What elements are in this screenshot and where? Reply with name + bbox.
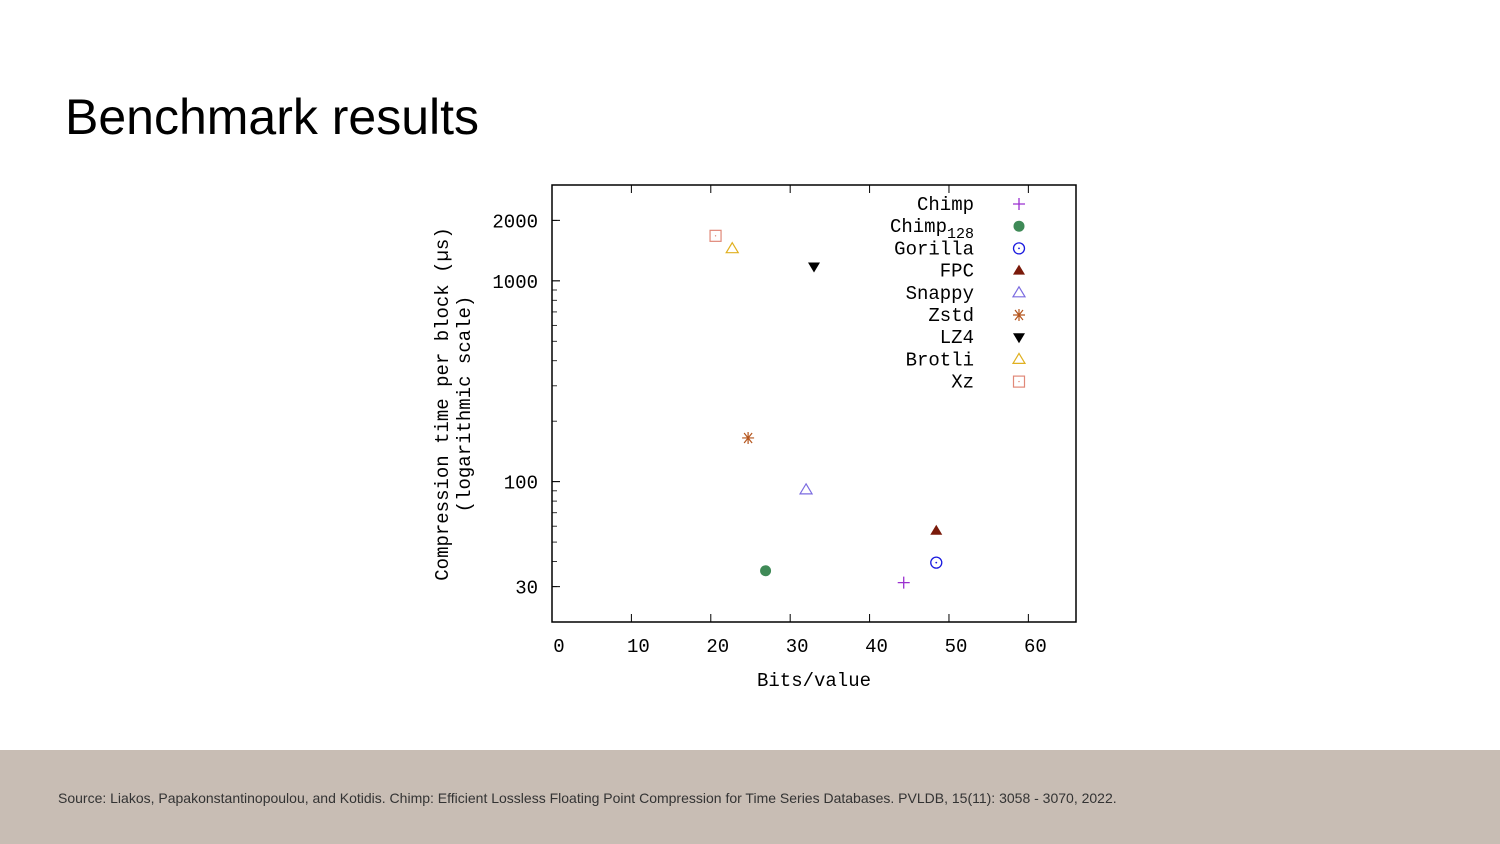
legend-marker-zstd — [1013, 309, 1025, 321]
x-axis-label: Bits/value — [757, 670, 871, 692]
data-point-gorilla — [930, 556, 943, 569]
legend-name: FPC — [940, 261, 974, 283]
legend-label-chimp: Chimp — [917, 194, 974, 216]
data-point-zstd — [742, 431, 755, 444]
data-point-chimp — [897, 576, 910, 589]
y-axis-label: Compression time per block (µs) — [432, 227, 454, 580]
data-point-xz-dot — [714, 235, 717, 237]
x-tick-label: 20 — [706, 636, 729, 658]
legend-subscript: 128 — [947, 226, 974, 243]
x-tick-label: 0 — [553, 636, 564, 658]
legend-name: Chimp — [890, 216, 947, 238]
legend-marker-lz4 — [1013, 333, 1025, 344]
data-point-fpc — [930, 524, 943, 535]
footer: Source: Liakos, Papakonstantinopoulou, a… — [0, 750, 1500, 844]
y-tick-label: 100 — [504, 473, 538, 495]
data-point-xz — [709, 229, 722, 242]
legend-label-fpc: FPC — [940, 261, 974, 283]
legend-marker-chimp128 — [1013, 220, 1025, 232]
legend-name: Snappy — [906, 283, 974, 305]
plot-frame — [551, 184, 1077, 623]
legend-name: Zstd — [928, 305, 974, 327]
x-tick-label: 40 — [865, 636, 888, 658]
legend-label-snappy: Snappy — [906, 283, 974, 305]
data-point-brotli — [725, 241, 740, 254]
legend-label-lz4: LZ4 — [940, 327, 974, 349]
legend-name: Gorilla — [894, 238, 974, 260]
legend-marker-brotli — [1011, 352, 1027, 364]
legend-label-chimp128: Chimp128 — [890, 216, 974, 243]
y-tick-label: 30 — [515, 578, 538, 600]
x-tick-label: 50 — [945, 636, 968, 658]
legend-name: Chimp — [917, 194, 974, 216]
y-tick-label: 1000 — [492, 272, 538, 294]
x-tick-label: 30 — [786, 636, 809, 658]
legend-marker-gorilla — [1012, 242, 1026, 255]
x-tick-label: 60 — [1024, 636, 1047, 658]
legend-marker-fpc — [1013, 264, 1025, 275]
legend-label-gorilla: Gorilla — [894, 238, 974, 260]
y-tick-label: 2000 — [492, 211, 538, 233]
data-point-lz4 — [808, 262, 820, 273]
legend-name: Brotli — [906, 349, 974, 371]
legend-marker-gorilla-dot — [1018, 247, 1020, 250]
legend-label-brotli: Brotli — [906, 349, 974, 371]
legend-name: Xz — [951, 372, 974, 394]
data-point-chimp128 — [760, 565, 772, 577]
data-point-snappy — [799, 482, 814, 495]
legend-name: LZ4 — [940, 327, 974, 349]
data-point-gorilla-dot — [935, 561, 938, 564]
legend-marker-snappy — [1011, 285, 1027, 298]
legend-marker-xz — [1012, 375, 1026, 388]
source-citation: Source: Liakos, Papakonstantinopoulou, a… — [58, 790, 1117, 806]
legend-marker-chimp — [1013, 198, 1025, 210]
slide-title: Benchmark results — [65, 89, 480, 145]
legend-label-zstd: Zstd — [928, 305, 974, 327]
y-axis-label-scale: (logarithmic scale) — [454, 296, 476, 513]
legend-marker-xz-dot — [1018, 380, 1020, 383]
legend-label-xz: Xz — [951, 372, 974, 394]
x-tick-label: 10 — [627, 636, 650, 658]
